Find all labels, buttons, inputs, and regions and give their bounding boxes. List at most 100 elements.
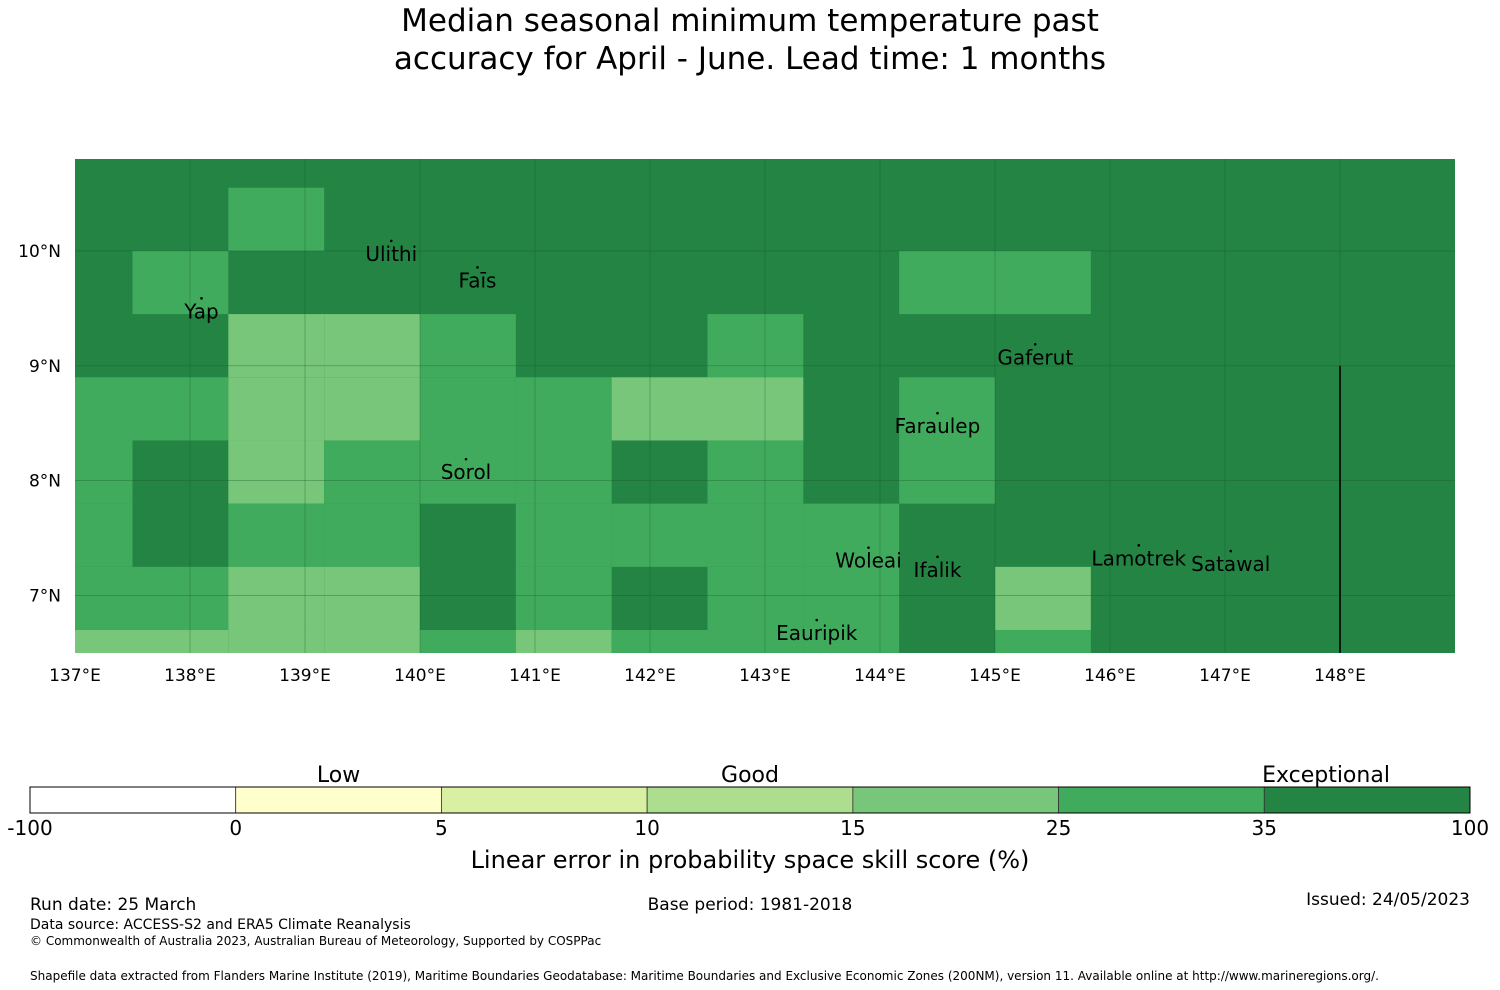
skill-cell [899,440,995,504]
skill-cell [324,630,420,653]
skill-cell [995,630,1091,653]
x-tick-label: 140°E [394,666,446,686]
map-title: Median seasonal minimum temperature past… [0,2,1500,78]
skill-cell [228,440,325,504]
x-tick-label: 146°E [1084,666,1136,686]
skill-cell [228,630,325,653]
skill-cell [515,566,612,631]
colorbar-swatch [646,786,854,814]
skill-cell [995,250,1091,315]
skill-cell [75,503,133,567]
skill-cell [228,314,325,378]
place-faīs: Faīs [459,266,497,292]
colorbar-tick-label: 35 [1252,816,1277,840]
colorbar-tick-label: 10 [634,816,659,840]
skill-cell [707,314,804,378]
x-tick-label: 138°E [164,666,216,686]
skill-cell [803,503,900,567]
colorbar-tick-label: 5 [435,816,448,840]
skill-cell [515,377,612,441]
skill-cell [132,377,229,441]
colorbar-swatch [29,786,237,814]
skill-cell [75,377,133,441]
place-label: Eauripik [776,621,858,645]
colorbar-title: Linear error in probability space skill … [471,846,1030,874]
x-tick-label: 143°E [739,666,791,686]
skill-cell [515,440,612,504]
x-tick-label: 145°E [969,666,1021,686]
colorbar-swatch [852,786,1059,814]
island-marker-icon [867,546,870,549]
colorbar-tick-label: 15 [840,816,865,840]
place-label: Sorol [441,460,492,484]
island-marker-icon [1229,549,1233,553]
skill-cell [707,440,804,504]
skill-cell [707,630,804,653]
colorbar-swatch [235,786,442,814]
base-period: Base period: 1981-2018 [647,895,853,915]
skill-cell [324,566,420,631]
island-marker-icon [389,239,393,243]
x-tick-label: 139°E [279,666,331,686]
island-marker-icon [464,457,468,461]
place-label: Yap [183,299,218,323]
place-label: Faraulep [895,414,981,438]
place-label: Woleai [835,549,902,573]
skill-cell [707,566,804,631]
place-faraulep: Faraulep [895,411,981,438]
skill-cell [707,503,804,567]
graticule [75,159,1455,653]
colorbar-category-label: Exceptional [1262,763,1390,788]
skill-cell [899,250,995,315]
place-label: Satawal [1191,552,1270,576]
place-label: Faīs [459,268,497,292]
colorbar-tick-label: 0 [229,816,242,840]
colorbar-frame [29,786,1471,814]
skill-cell [803,630,900,653]
colorbar: -100 0 5 10 15 25 35 100 Low Good Exceptional Linea… [7,763,1489,874]
colorbar-category-label: Good [721,763,779,788]
x-tick-label: 142°E [624,666,676,686]
place-lamotrek: Lamotrek [1091,544,1186,570]
skill-cell [995,566,1091,631]
shapefile-credit: Shapefile data extracted from Flanders M… [30,969,1379,983]
island-marker-icon [476,266,479,269]
skill-cell [75,630,133,653]
colorbar-swatch [441,786,648,814]
skill-cell [611,503,708,567]
skill-cell [803,566,900,631]
place-labels: Ulithi Faīs Yap Gaferut Faraulep Sorol Woleai I… [183,239,1270,645]
island-marker-icon [936,555,939,559]
place-gaferut: Gaferut [997,343,1073,369]
place-eauripik: Eauripik [776,618,858,645]
colorbar-swatch [1263,786,1471,814]
island-marker-icon [815,618,819,622]
map-title-line-1: Median seasonal minimum temperature past [401,3,1099,39]
run-date: Run date: 25 March [30,895,197,915]
y-tick-label: 8°N [29,472,61,492]
y-tick-label: 7°N [29,587,61,607]
place-satawal: Satawal [1191,549,1270,576]
colorbar-tick-label: 25 [1046,816,1071,840]
skill-cell [420,440,516,504]
copyright: © Commonwealth of Australia 2023, Austra… [30,934,602,948]
data-source: Data source: ACCESS-S2 and ERA5 Climate … [30,917,411,933]
colorbar-tick-label: 100 [1451,816,1489,840]
skill-cell [132,250,229,315]
skill-cell [228,187,325,251]
colorbar-swatch [1058,786,1265,814]
y-tick-label: 10°N [18,242,61,262]
skill-cell [707,377,804,441]
island-marker-icon [1033,343,1037,346]
skill-cell [324,503,420,567]
island-marker-icon [200,297,203,300]
place-yap: Yap [183,297,219,323]
place-woleai: Woleai [835,546,902,573]
colorbar-category-label: Low [317,763,360,788]
x-tick-label: 137°E [49,666,101,686]
skill-cell [324,377,420,441]
place-label: Gaferut [997,345,1073,369]
skill-cell [515,630,612,653]
skill-cell [515,503,612,567]
